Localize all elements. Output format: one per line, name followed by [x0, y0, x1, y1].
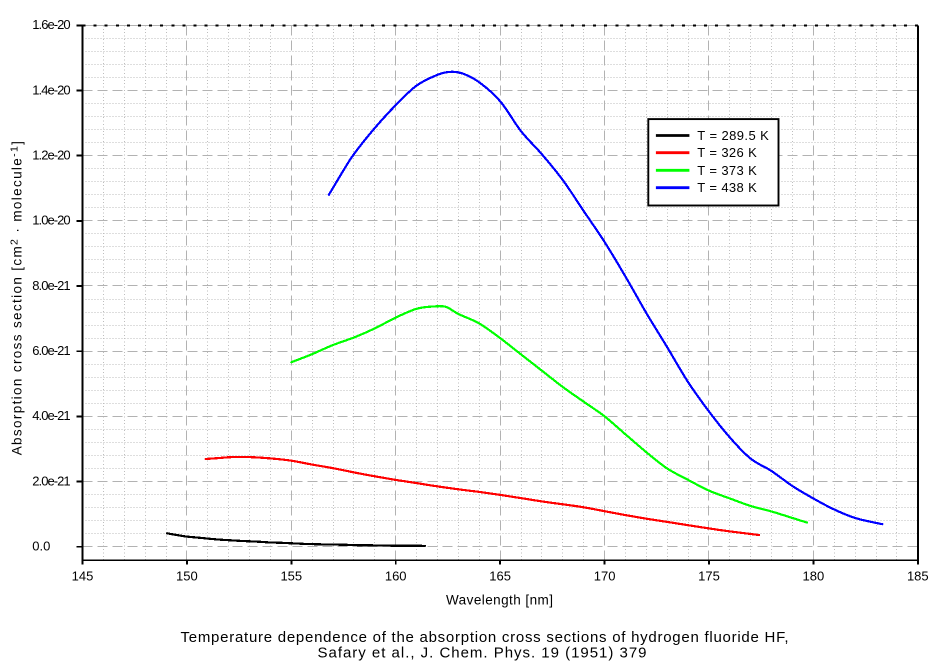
svg-text:6.0e-21: 6.0e-21 — [32, 343, 70, 358]
svg-text:T = 289.5 K: T = 289.5 K — [697, 128, 769, 143]
svg-text:0.0: 0.0 — [32, 539, 50, 554]
svg-text:Temperature dependence of the: Temperature dependence of the absorption… — [181, 629, 789, 646]
svg-text:1.4e-20: 1.4e-20 — [32, 82, 70, 97]
svg-text:1.2e-20: 1.2e-20 — [32, 148, 70, 163]
svg-text:180: 180 — [803, 569, 825, 584]
svg-text:185: 185 — [907, 569, 929, 584]
svg-text:145: 145 — [72, 569, 94, 584]
svg-text:1.6e-20: 1.6e-20 — [32, 17, 70, 32]
svg-text:155: 155 — [280, 569, 302, 584]
svg-text:165: 165 — [489, 569, 511, 584]
svg-text:T = 326 K: T = 326 K — [697, 145, 757, 160]
svg-text:8.0e-21: 8.0e-21 — [32, 278, 70, 293]
svg-text:160: 160 — [385, 569, 407, 584]
svg-text:175: 175 — [698, 569, 720, 584]
svg-text:Safary et al., J. Chem. Phys.: Safary et al., J. Chem. Phys. 19 (1951) … — [318, 645, 647, 662]
svg-text:Absorption cross section [cm2: Absorption cross section [cm2 · molecule… — [9, 140, 25, 456]
svg-text:T = 373 K: T = 373 K — [697, 163, 757, 178]
svg-text:1.0e-20: 1.0e-20 — [32, 213, 70, 228]
svg-text:T = 438 K: T = 438 K — [697, 180, 757, 195]
svg-text:4.0e-21: 4.0e-21 — [32, 408, 70, 423]
svg-text:Wavelength [nm]: Wavelength [nm] — [446, 593, 553, 608]
svg-text:150: 150 — [176, 569, 198, 584]
svg-text:170: 170 — [594, 569, 616, 584]
svg-text:2.0e-21: 2.0e-21 — [32, 473, 70, 488]
